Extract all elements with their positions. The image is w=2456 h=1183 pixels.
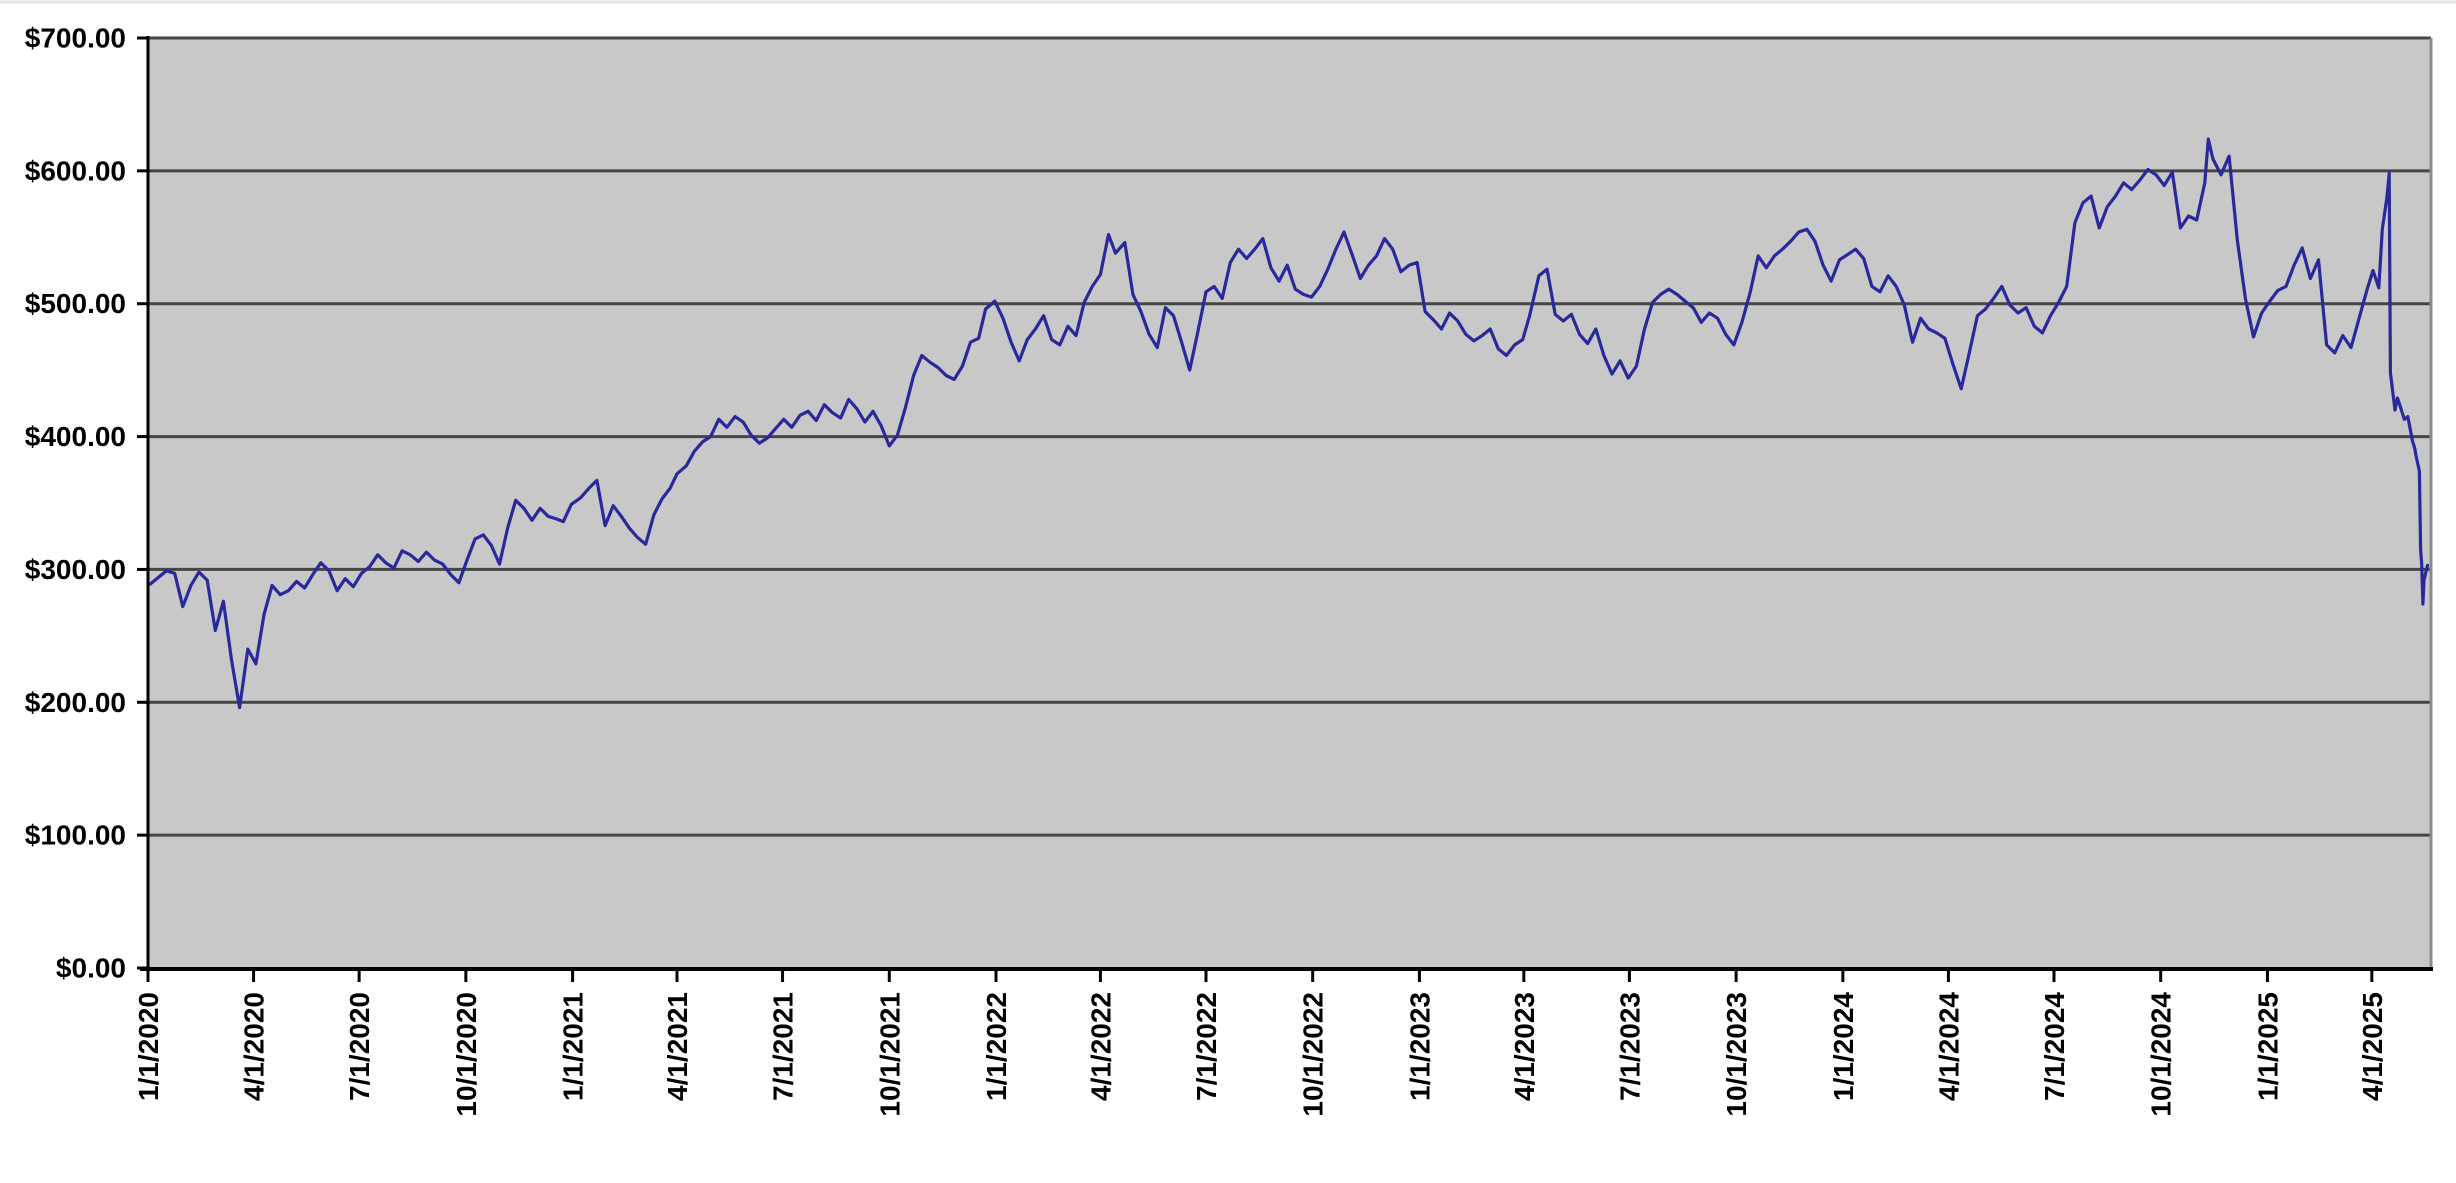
y-axis-tick-label: $200.00 bbox=[25, 687, 126, 718]
y-axis-tick-label: $300.00 bbox=[25, 554, 126, 585]
x-axis-tick-label: 4/1/2022 bbox=[1085, 992, 1116, 1101]
x-axis-tick-label: 1/1/2022 bbox=[981, 992, 1012, 1101]
y-axis-tick-label: $100.00 bbox=[25, 820, 126, 851]
x-axis-tick-label: 7/1/2020 bbox=[344, 992, 375, 1101]
y-axis-tick-label: $600.00 bbox=[25, 155, 126, 186]
x-axis-tick-label: 1/1/2025 bbox=[2252, 992, 2283, 1101]
x-axis-tick-label: 4/1/2023 bbox=[1509, 992, 1540, 1101]
price-line-series bbox=[148, 137, 2430, 710]
x-axis-tick-label: 7/1/2024 bbox=[2039, 992, 2070, 1101]
y-axis-tick-label: $0.00 bbox=[56, 953, 126, 984]
y-axis-tick-label: $400.00 bbox=[25, 421, 126, 452]
x-axis-tick-label: 4/1/2025 bbox=[2357, 992, 2388, 1101]
x-axis-tick-label: 4/1/2021 bbox=[662, 992, 693, 1101]
x-axis-tick-label: 1/1/2021 bbox=[558, 992, 589, 1101]
x-axis-tick-label: 7/1/2021 bbox=[768, 992, 799, 1101]
plot-area bbox=[148, 38, 2431, 968]
x-axis-tick-label: 1/1/2023 bbox=[1404, 992, 1435, 1101]
x-axis-tick-label: 10/1/2022 bbox=[1298, 992, 1329, 1117]
x-axis-tick-label: 10/1/2023 bbox=[1721, 992, 1752, 1117]
x-axis-tick-label: 10/1/2020 bbox=[451, 992, 482, 1117]
x-axis-tick-label: 1/1/2024 bbox=[1828, 992, 1859, 1101]
x-axis-tick-label: 7/1/2023 bbox=[1614, 992, 1645, 1101]
x-axis-tick-label: 4/1/2024 bbox=[1933, 992, 1964, 1101]
x-axis-tick-label: 10/1/2024 bbox=[2146, 992, 2177, 1117]
y-axis-tick-label: $700.00 bbox=[25, 23, 126, 54]
x-axis-tick-label: 1/1/2020 bbox=[133, 992, 164, 1101]
x-axis-tick-label: 10/1/2021 bbox=[874, 992, 905, 1117]
x-axis-tick-label: 4/1/2020 bbox=[239, 992, 270, 1101]
x-axis-tick-label: 7/1/2022 bbox=[1191, 992, 1222, 1101]
y-axis-tick-label: $500.00 bbox=[25, 288, 126, 319]
